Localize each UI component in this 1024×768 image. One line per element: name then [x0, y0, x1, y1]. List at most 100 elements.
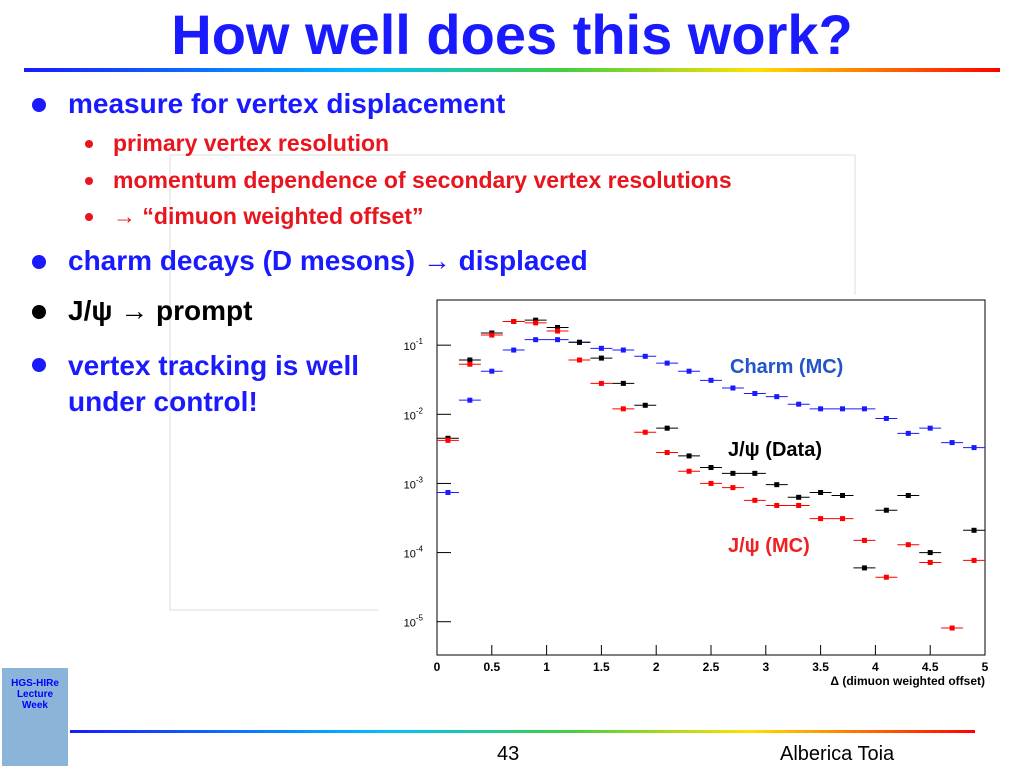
x-axis-label: Δ (dimuon weighted offset): [830, 674, 985, 688]
title: How well does this work?: [171, 3, 853, 66]
data-point: [576, 357, 582, 363]
series-label: J/ψ (Data): [728, 439, 822, 461]
plot-background: [378, 295, 996, 697]
data-point: [883, 574, 889, 580]
data-point: [774, 482, 780, 488]
data-point: [445, 437, 451, 443]
data-point: [555, 328, 561, 334]
data-point: [883, 507, 889, 513]
data-point: [664, 425, 670, 431]
data-point: [905, 430, 911, 436]
sub-bullet: → “dimuon weighted offset”: [85, 203, 424, 230]
y-tick-exponent: -5: [416, 614, 424, 623]
data-point: [905, 542, 911, 548]
data-point: [774, 502, 780, 508]
data-point: [467, 357, 473, 363]
data-point: [840, 516, 846, 522]
data-point: [752, 470, 758, 476]
y-tick-base: 10: [404, 410, 416, 422]
data-point: [949, 440, 955, 446]
data-point: [620, 406, 626, 412]
data-point: [883, 415, 889, 421]
sub-bullet-text: primary vertex resolution: [113, 130, 390, 156]
y-tick-exponent: -1: [416, 337, 424, 346]
data-point: [730, 385, 736, 391]
y-tick-exponent: -3: [416, 475, 424, 484]
data-point: [796, 494, 802, 500]
x-tick-label: 4: [872, 660, 879, 674]
data-point: [620, 380, 626, 386]
title-rule: [24, 68, 1000, 72]
bullet: charm decays (D mesons) → displaced: [32, 245, 588, 277]
x-tick-label: 0.5: [483, 660, 500, 674]
sub-bullet: primary vertex resolution: [85, 130, 390, 157]
data-point: [467, 361, 473, 367]
bullet: measure for vertex displacement: [32, 88, 506, 120]
x-tick-label: 2: [653, 660, 660, 674]
series-label: Charm (MC): [730, 356, 843, 378]
data-point: [840, 492, 846, 498]
page-number: 43: [497, 743, 519, 765]
data-point: [576, 339, 582, 345]
bullet: J/ψ → prompt: [32, 295, 252, 327]
data-point: [927, 550, 933, 556]
data-point: [774, 394, 780, 400]
data-point: [555, 325, 561, 331]
y-tick-label: 10-3: [404, 475, 424, 491]
x-tick-label: 2.5: [703, 660, 720, 674]
data-point: [598, 345, 604, 351]
footer-rule: [70, 730, 975, 733]
data-point: [708, 480, 714, 486]
data-point: [642, 402, 648, 408]
data-point: [840, 406, 846, 412]
x-tick-label: 3: [762, 660, 769, 674]
y-tick-base: 10: [404, 618, 416, 630]
data-point: [642, 353, 648, 359]
data-point: [971, 527, 977, 533]
y-tick-base: 10: [404, 549, 416, 561]
data-point: [818, 489, 824, 495]
data-point: [971, 557, 977, 563]
data-point: [686, 468, 692, 474]
data-point: [686, 453, 692, 459]
data-point: [949, 625, 955, 631]
data-point: [664, 450, 670, 456]
y-tick-exponent: -2: [416, 406, 424, 415]
data-point: [796, 502, 802, 508]
data-point: [445, 489, 451, 495]
data-point: [533, 337, 539, 343]
y-tick-base: 10: [404, 479, 416, 491]
data-point: [555, 337, 561, 343]
data-point: [708, 377, 714, 383]
data-point: [489, 368, 495, 374]
data-point: [642, 429, 648, 435]
data-point: [708, 465, 714, 471]
bullet-text: measure for vertex displacement: [68, 88, 506, 119]
x-tick-label: 1.5: [593, 660, 610, 674]
bullet: vertex tracking is well under control!: [32, 348, 378, 420]
y-tick-base: 10: [404, 341, 416, 353]
data-point: [730, 485, 736, 491]
bullet-text: vertex tracking is well under control!: [68, 350, 360, 417]
y-tick-label: 10-1: [404, 337, 424, 353]
data-point: [861, 565, 867, 571]
y-tick-label: 10-2: [404, 406, 424, 422]
data-point: [511, 347, 517, 353]
y-tick-exponent: -4: [416, 545, 424, 554]
x-tick-label: 1: [543, 660, 550, 674]
y-tick-label: 10-4: [404, 545, 424, 561]
data-point: [927, 559, 933, 565]
data-point: [686, 368, 692, 374]
data-point: [752, 390, 758, 396]
data-point: [861, 406, 867, 412]
data-point: [818, 516, 824, 522]
sub-bullet-text: → “dimuon weighted offset”: [113, 203, 424, 229]
bullet-text: charm decays (D mesons) → displaced: [68, 245, 588, 276]
data-point: [511, 318, 517, 324]
data-point: [927, 425, 933, 431]
data-point: [533, 317, 539, 323]
data-point: [620, 347, 626, 353]
data-point: [664, 360, 670, 366]
